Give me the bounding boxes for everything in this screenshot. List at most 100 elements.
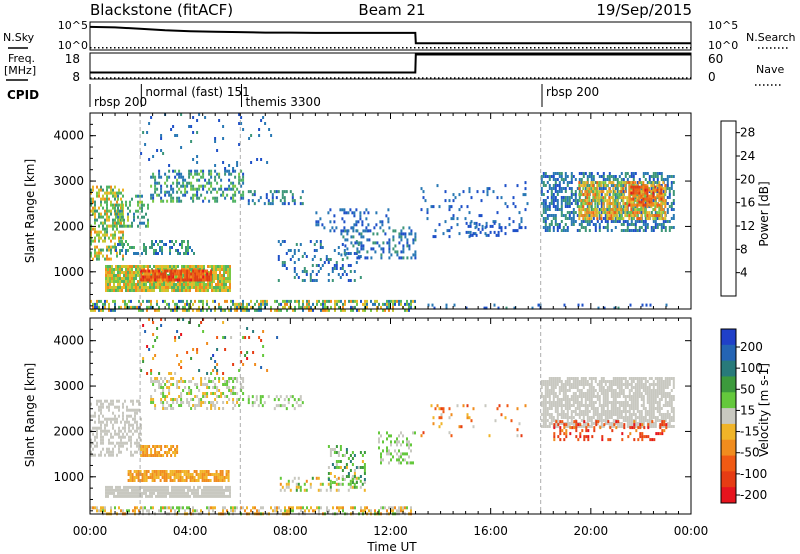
data-cell	[568, 401, 571, 404]
data-cell	[398, 299, 400, 303]
data-cell	[400, 232, 403, 236]
data-cell	[229, 488, 231, 492]
data-cell	[644, 226, 647, 229]
data-cell	[303, 488, 306, 492]
data-cell	[123, 491, 125, 495]
data-cell	[117, 209, 119, 213]
data-cell	[336, 302, 338, 306]
data-cell	[180, 275, 183, 279]
data-cell	[338, 299, 340, 303]
data-cell	[129, 203, 131, 207]
data-cell	[109, 277, 111, 280]
data-cell	[90, 299, 92, 303]
data-cell	[636, 191, 639, 195]
data-cell	[556, 226, 559, 229]
data-cell	[90, 188, 92, 192]
data-cell	[90, 239, 92, 243]
data-cell	[402, 244, 405, 248]
data-cell	[144, 445, 147, 448]
data-cell	[247, 395, 250, 399]
data-cell	[668, 205, 671, 208]
data-cell	[644, 223, 647, 226]
data-cell	[178, 380, 181, 383]
data-cell	[606, 202, 609, 206]
data-cell	[119, 252, 121, 255]
data-cell	[386, 302, 388, 306]
data-cell	[306, 302, 308, 306]
data-cell	[632, 223, 635, 226]
data-cell	[142, 454, 145, 457]
data-cell	[550, 190, 553, 193]
data-cell	[660, 208, 663, 212]
data-cell	[155, 488, 157, 492]
data-cell	[193, 479, 196, 482]
data-cell	[214, 164, 217, 167]
data-cell	[353, 454, 356, 457]
data-cell	[180, 175, 183, 179]
data-cell	[182, 389, 185, 392]
nsky-tick-bottom: 10^0	[58, 39, 88, 52]
data-cell	[283, 488, 286, 492]
data-cell	[150, 299, 152, 303]
data-cell	[452, 193, 455, 197]
data-cell	[184, 278, 187, 282]
data-cell	[187, 488, 189, 492]
data-cell	[434, 407, 437, 411]
data-cell	[182, 305, 184, 309]
data-cell	[121, 212, 123, 216]
data-cell	[108, 408, 110, 412]
data-cell	[115, 280, 117, 283]
data-cell	[327, 211, 330, 215]
data-cell	[172, 383, 175, 386]
data-cell	[438, 416, 441, 420]
data-cell	[165, 289, 167, 292]
data-cell	[608, 214, 611, 218]
data-cell	[343, 220, 346, 224]
data-cell	[666, 178, 669, 181]
data-cell	[408, 247, 411, 251]
data-cell	[369, 229, 372, 233]
data-cell	[578, 190, 581, 193]
data-cell	[603, 306, 606, 310]
data-cell	[238, 302, 240, 306]
data-cell	[622, 187, 625, 191]
data-cell	[90, 233, 92, 237]
data-cell	[376, 241, 379, 245]
data-cell	[130, 305, 132, 309]
data-cell	[548, 226, 551, 229]
data-cell	[642, 229, 645, 232]
data-cell	[349, 252, 352, 255]
data-cell	[153, 476, 156, 479]
data-cell	[224, 187, 227, 191]
data-cell	[118, 441, 120, 445]
data-cell	[222, 137, 225, 140]
data-cell	[131, 268, 133, 271]
data-cell	[604, 199, 607, 203]
data-cell	[387, 217, 390, 221]
data-cell	[211, 289, 213, 292]
data-cell	[646, 226, 649, 229]
data-cell	[656, 187, 659, 190]
data-cell	[485, 306, 488, 310]
data-cell	[506, 404, 509, 408]
data-cell	[181, 488, 183, 492]
data-cell	[612, 208, 615, 212]
data-cell	[160, 175, 163, 179]
data-cell	[236, 380, 239, 383]
data-cell	[106, 197, 108, 201]
data-cell	[222, 377, 225, 380]
data-cell	[236, 164, 239, 167]
data-cell	[526, 202, 529, 206]
data-cell	[177, 265, 179, 268]
data-cell	[228, 184, 231, 188]
data-cell	[190, 275, 193, 279]
data-cell	[224, 383, 227, 386]
data-cell	[138, 435, 140, 439]
data-cell	[400, 229, 403, 233]
data-cell	[156, 272, 159, 276]
data-cell	[118, 305, 120, 309]
data-cell	[347, 264, 350, 267]
data-cell	[152, 175, 155, 179]
data-cell	[402, 458, 404, 462]
data-cell	[618, 193, 621, 197]
